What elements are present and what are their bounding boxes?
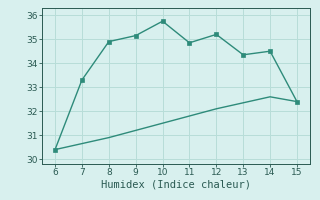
X-axis label: Humidex (Indice chaleur): Humidex (Indice chaleur) <box>101 180 251 190</box>
